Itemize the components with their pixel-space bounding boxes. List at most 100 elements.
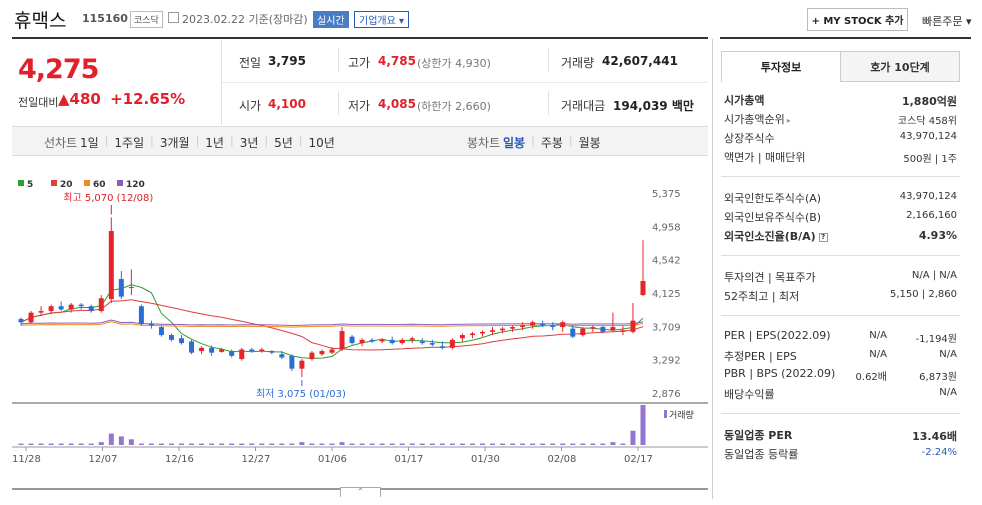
line-chart-label: 선차트 — [44, 136, 78, 150]
candle-period-tab-2[interactable]: 월봉 — [578, 136, 601, 150]
volume-bar — [469, 443, 475, 445]
info-value: 2,166,160 — [906, 210, 957, 221]
info-value: 코스닥 458위 — [897, 116, 957, 127]
candle-body — [219, 349, 225, 352]
volume-bar — [560, 443, 566, 445]
info-label: 외국인소진율(B/A)? — [724, 228, 828, 244]
candle-body — [58, 306, 64, 310]
company-info-dropdown[interactable]: 기업개요 ▾ — [354, 11, 410, 28]
header-divider — [12, 37, 708, 39]
volume-bar — [540, 443, 546, 445]
candle-body — [490, 330, 496, 332]
volume-bar — [590, 443, 596, 445]
divider — [548, 48, 549, 72]
info-value: N/A | N/A — [911, 270, 957, 281]
volume-bar — [259, 443, 265, 445]
high-price: 4,785 — [378, 54, 416, 68]
volume-bar — [219, 443, 225, 445]
volume-bar — [299, 442, 305, 445]
volume-bar — [510, 443, 516, 445]
line-period-tab-3[interactable]: 1년 — [205, 136, 224, 150]
info-value: -2.24% — [921, 447, 957, 458]
volume-bar — [339, 442, 345, 445]
candle-body — [419, 341, 425, 344]
x-tick-label: 01/30 — [471, 454, 500, 465]
y-tick-label: 4,542 — [652, 256, 681, 267]
info-row: 외국인한도주식수(A) 43,970,124 — [724, 190, 957, 206]
line-period-tab-0[interactable]: 1일 — [80, 136, 99, 150]
candle-period-tab-0[interactable]: 일봉 — [503, 136, 526, 150]
candle-body — [209, 347, 215, 353]
panel-divider — [721, 315, 960, 316]
volume-bar — [78, 443, 84, 445]
collapse-button[interactable]: ⌃ — [340, 487, 381, 497]
x-tick-label: 12/16 — [165, 454, 194, 465]
volume-bar — [319, 443, 325, 445]
panel-divider — [721, 176, 960, 177]
info-label: 상장주식수 — [724, 132, 775, 145]
candle-body — [158, 327, 164, 336]
help-icon[interactable]: ? — [818, 232, 828, 242]
info-row: 시가총액 1,880억원 — [724, 92, 957, 108]
line-period-tab-5[interactable]: 5년 — [274, 136, 293, 150]
candle-body — [570, 328, 576, 337]
volume-bar — [439, 443, 445, 445]
tab-investment-info[interactable]: 투자정보 — [721, 51, 841, 82]
line-period-tab-6[interactable]: 10년 — [308, 136, 335, 150]
volume-bar — [239, 443, 245, 445]
candle-period-tab-1[interactable]: 주봉 — [540, 136, 563, 150]
current-price: 4,275 — [18, 54, 99, 85]
add-my-stock-button[interactable]: + MY STOCK 추가 — [807, 8, 908, 31]
volume-bar — [500, 443, 506, 445]
volume-bar — [118, 436, 124, 445]
info-value: 43,970,124 — [899, 191, 957, 202]
candle-body — [459, 335, 465, 339]
divider — [548, 91, 549, 115]
volume-bar — [88, 443, 94, 445]
ma5-line — [20, 284, 644, 359]
price-chart[interactable]: 5 20 60 120 5,375 4,958 4,542 4,125 3,709 3,292 2,… — [12, 160, 708, 490]
candle-body — [168, 335, 174, 340]
candle-body — [269, 351, 275, 353]
candle-period-tabs: 일봉 | 주봉 | 월봉 — [503, 134, 601, 151]
candle-body — [510, 327, 516, 329]
info-label: 액면가 | 매매단위 — [724, 151, 806, 164]
divider — [221, 41, 222, 125]
volume-bar — [18, 443, 24, 445]
tab-order-book[interactable]: 호가 10단계 — [840, 51, 960, 82]
x-tick-label: 01/17 — [395, 454, 424, 465]
volume-bar — [490, 443, 496, 445]
candle-body — [28, 312, 34, 323]
volume-bar — [449, 443, 455, 445]
info-label: 시가총액 — [724, 94, 765, 107]
info-label: 투자의견 | 목표주가 — [724, 271, 816, 284]
candle-body — [78, 304, 84, 307]
legend-swatch-20 — [51, 180, 57, 186]
line-period-tab-2[interactable]: 3개월 — [159, 136, 190, 150]
volume-bar — [68, 443, 74, 445]
volume-bar — [28, 443, 34, 445]
quick-order-dropdown[interactable]: 빠른주문 ▾ — [922, 15, 972, 28]
volume-bar — [148, 443, 154, 445]
candle-body — [88, 306, 94, 312]
line-period-tab-1[interactable]: 1주일 — [114, 136, 145, 150]
volume-bar — [189, 443, 195, 445]
divider — [338, 48, 339, 72]
info-row: 시가총액순위 ▸ 코스닥 458위 — [724, 111, 957, 127]
volume-bar — [570, 443, 576, 445]
candle-body — [560, 322, 566, 328]
candle-body — [399, 339, 405, 344]
candle-body — [118, 279, 124, 297]
arrow-right-icon[interactable]: ▸ — [786, 116, 791, 125]
open-label: 시가 — [239, 99, 262, 113]
header-divider-right — [720, 37, 971, 39]
realtime-button[interactable]: 실시간 — [313, 11, 349, 28]
legend-label-5: 5 — [27, 180, 33, 190]
y-tick-label: 2,876 — [652, 389, 681, 400]
line-period-tab-4[interactable]: 3년 — [239, 136, 259, 150]
volume-bar — [479, 443, 485, 445]
candle-body — [38, 311, 44, 313]
candle-body — [439, 346, 445, 348]
date-status: 2023.02.22 기준(장마감) — [182, 13, 308, 26]
prev-close: 3,795 — [268, 54, 306, 68]
